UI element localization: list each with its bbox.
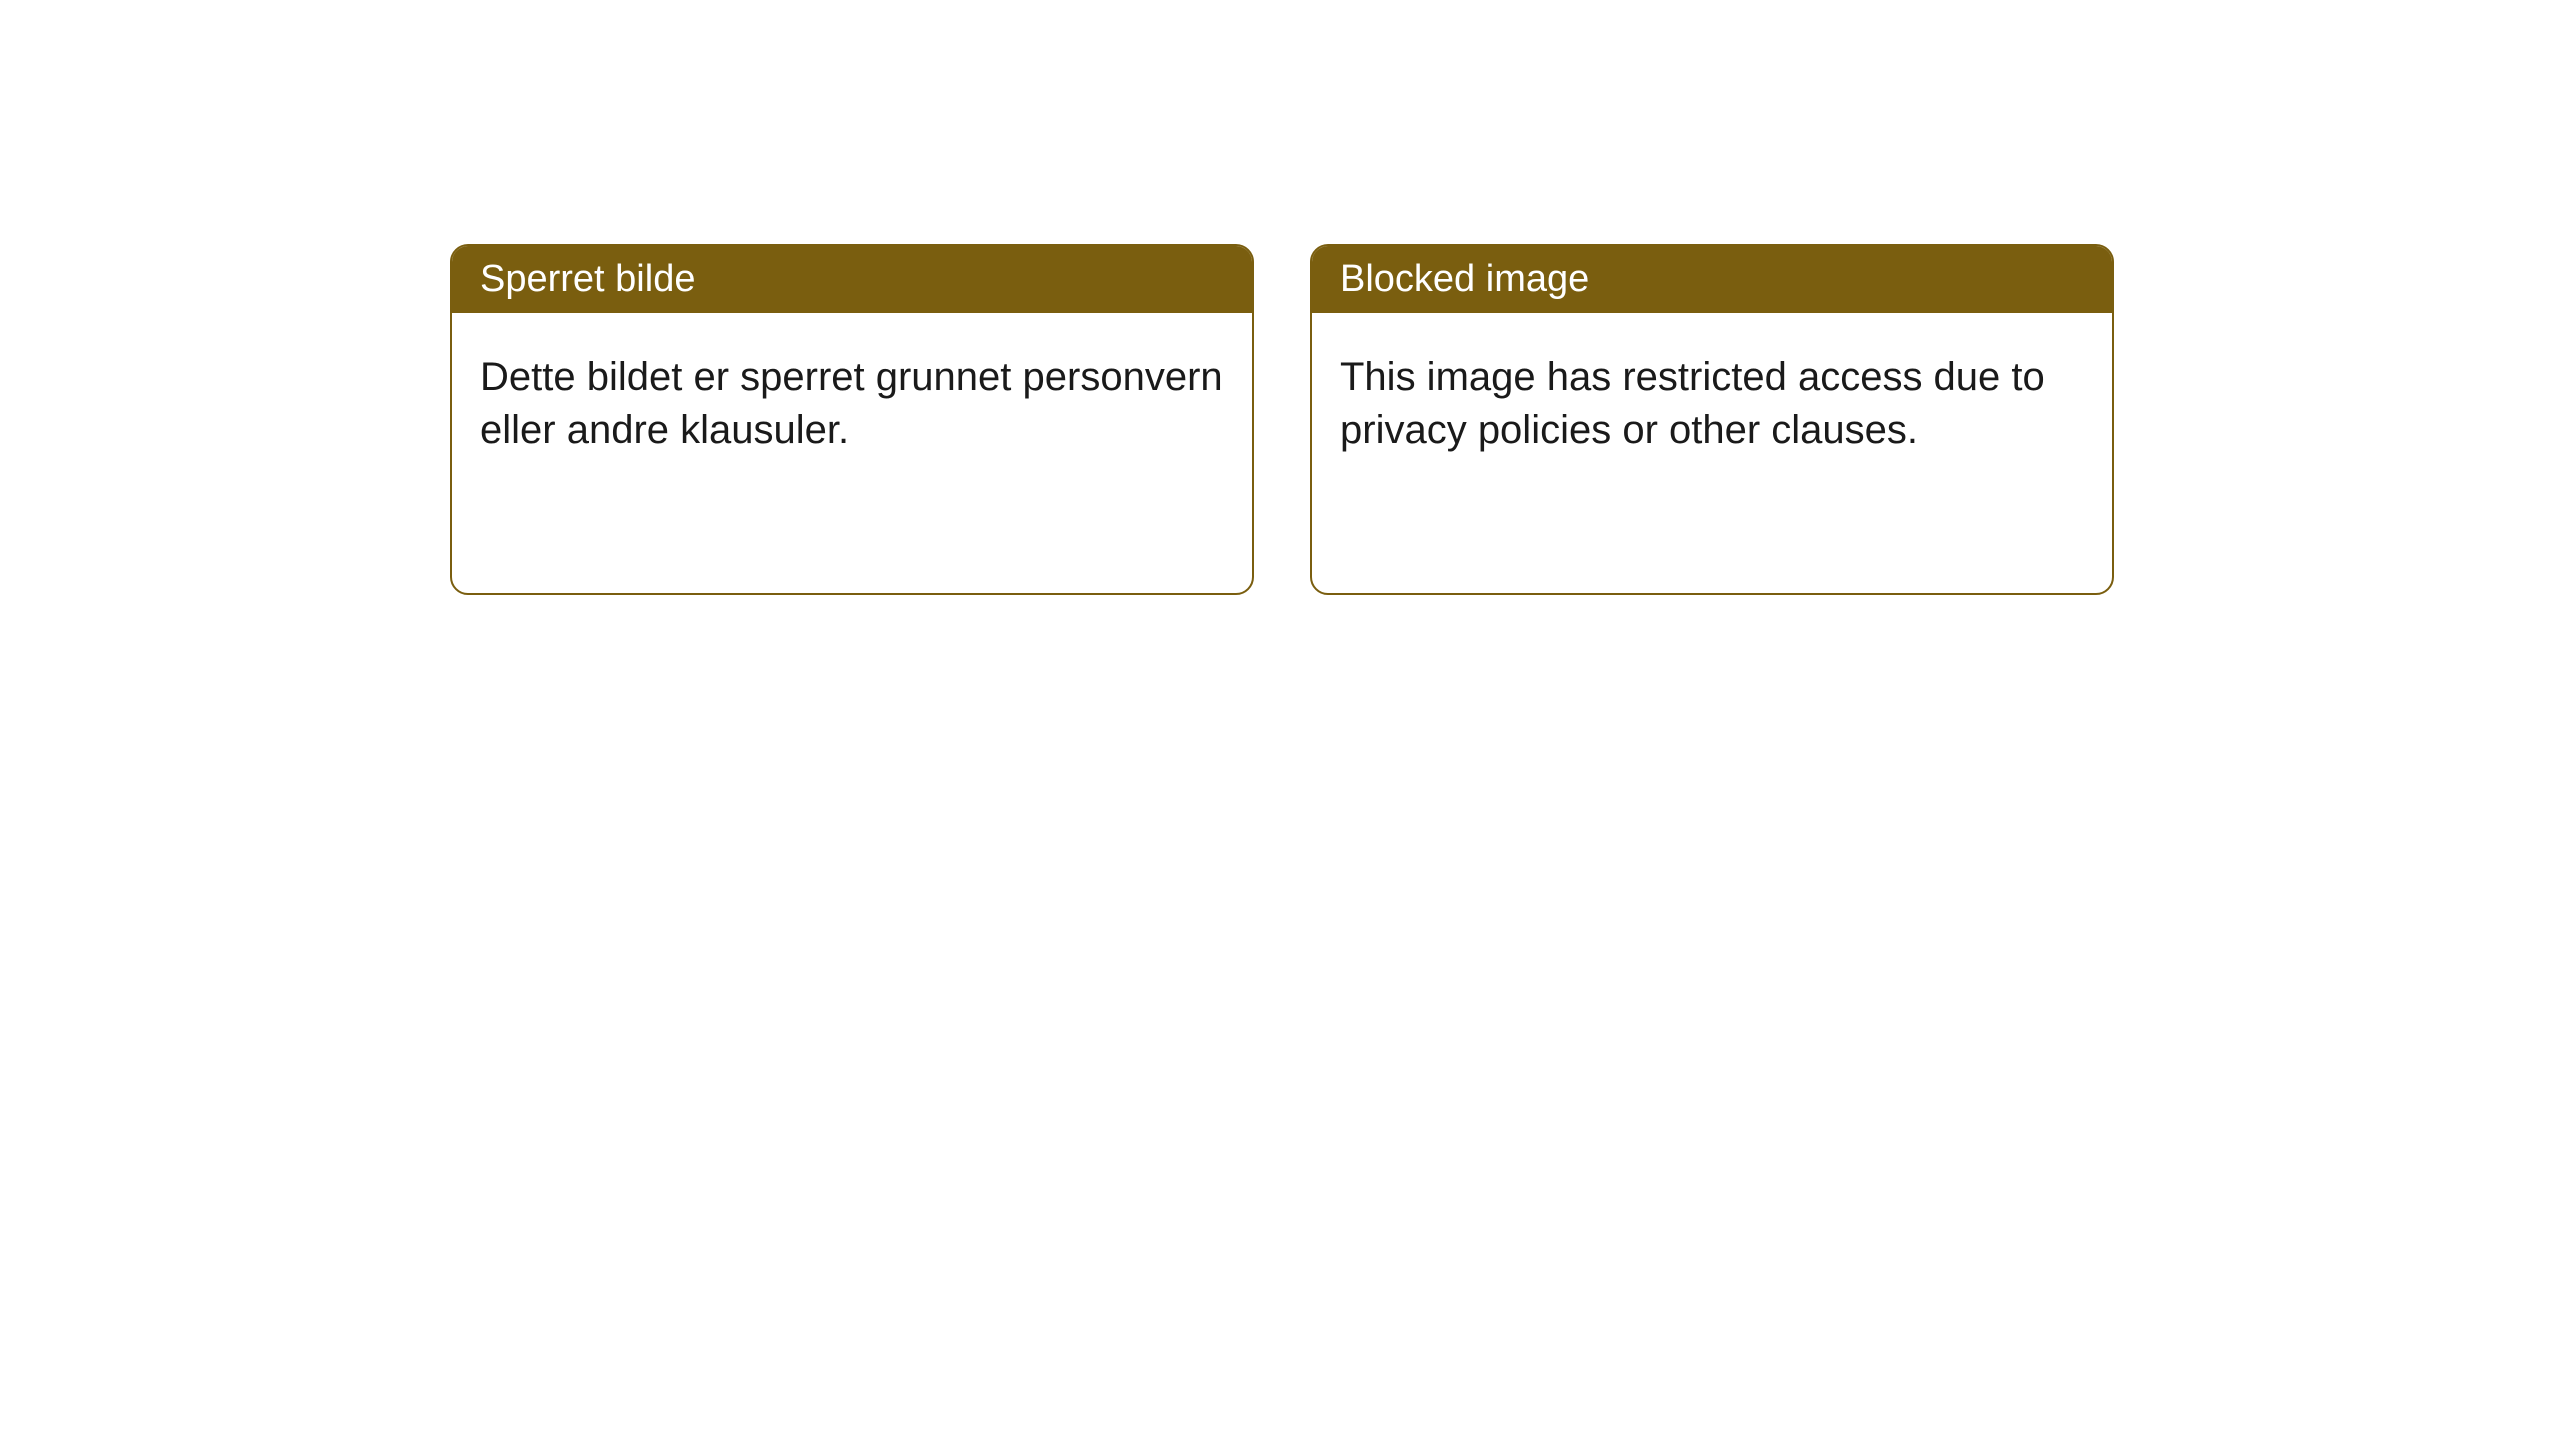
card-body-text: Dette bildet er sperret grunnet personve… [480,355,1223,452]
blocked-image-card-no: Sperret bilde Dette bildet er sperret gr… [450,244,1254,595]
blocked-image-card-en: Blocked image This image has restricted … [1310,244,2114,595]
card-header-no: Sperret bilde [452,246,1252,313]
card-body-no: Dette bildet er sperret grunnet personve… [452,313,1252,593]
blocked-image-cards: Sperret bilde Dette bildet er sperret gr… [450,244,2114,595]
card-body-en: This image has restricted access due to … [1312,313,2112,593]
card-header-text: Blocked image [1340,258,1589,300]
card-body-text: This image has restricted access due to … [1340,355,2045,452]
card-header-text: Sperret bilde [480,258,695,300]
card-header-en: Blocked image [1312,246,2112,313]
